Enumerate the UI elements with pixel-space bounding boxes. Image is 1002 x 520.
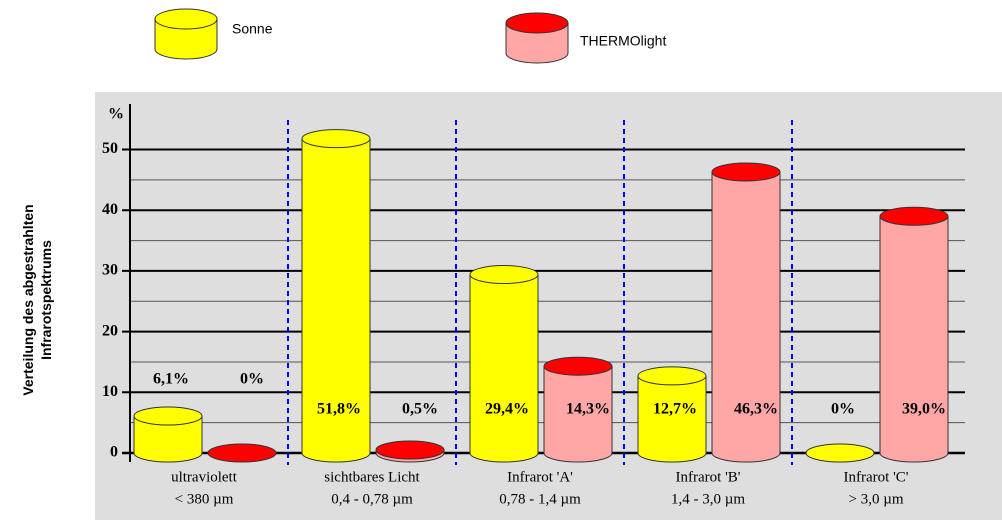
legend-top bbox=[154, 8, 218, 30]
value-label: 0% bbox=[831, 401, 855, 418]
y-tick-label: 10 bbox=[102, 383, 118, 400]
y-axis-title: Verteilung des abgestrahlten Infrarotspek… bbox=[20, 204, 54, 395]
bar bbox=[711, 162, 781, 463]
cylinder-outline bbox=[133, 415, 203, 463]
cylinder-top bbox=[637, 366, 707, 386]
value-label: 46,3% bbox=[734, 401, 778, 418]
x-tick-label: 0,78 - 1,4 µm bbox=[499, 491, 581, 507]
legend-label: THERMOlight bbox=[580, 33, 666, 49]
cylinder-outline bbox=[469, 274, 539, 463]
bar bbox=[133, 406, 203, 463]
cylinder-top bbox=[207, 443, 277, 463]
y-tick-label: 30 bbox=[102, 262, 118, 279]
x-tick-label: 0,4 - 0,78 µm bbox=[331, 491, 413, 507]
x-tick-label: Infrarot 'C' bbox=[844, 469, 909, 485]
cylinder-outline bbox=[879, 216, 949, 463]
y-tick-label: 50 bbox=[102, 140, 118, 157]
x-tick-label: ultraviolett bbox=[171, 469, 238, 485]
cylinder-outline bbox=[543, 366, 613, 463]
y-tick-label: 40 bbox=[102, 201, 118, 218]
value-label: 6,1% bbox=[153, 371, 189, 388]
x-tick-label: < 380 µm bbox=[175, 491, 234, 507]
y-tick-label: 20 bbox=[102, 322, 118, 339]
x-tick-label: > 3,0 µm bbox=[848, 491, 903, 507]
cylinder-outline bbox=[637, 375, 707, 463]
y-axis-title-line: Infrarotspektrums bbox=[38, 240, 54, 360]
cylinder-top bbox=[543, 356, 613, 376]
bar bbox=[469, 265, 539, 463]
bar bbox=[375, 440, 445, 463]
bar bbox=[879, 206, 949, 463]
value-label: 14,3% bbox=[566, 401, 610, 418]
y-tick-label: 0 bbox=[110, 444, 118, 461]
cylinder-top bbox=[711, 162, 781, 182]
bar bbox=[637, 366, 707, 463]
legend-body bbox=[505, 23, 569, 64]
legend-top bbox=[505, 12, 569, 34]
cylinder-outline bbox=[711, 171, 781, 463]
cylinder-top bbox=[469, 265, 539, 285]
cylinder-outline bbox=[301, 138, 371, 463]
value-label: 0% bbox=[240, 371, 264, 388]
cylinder-top bbox=[375, 440, 445, 460]
value-label: 12,7% bbox=[653, 401, 697, 418]
cylinder-top bbox=[301, 129, 371, 149]
x-tick-label: Infrarot 'B' bbox=[676, 469, 741, 485]
value-label: 29,4% bbox=[485, 401, 529, 418]
value-label: 51,8% bbox=[317, 401, 361, 418]
x-tick-label: 1,4 - 3,0 µm bbox=[671, 491, 745, 507]
legend-swatch bbox=[154, 8, 218, 60]
value-label: 0,5% bbox=[402, 401, 438, 418]
bar bbox=[543, 356, 613, 463]
legend-label: Sonne bbox=[232, 21, 273, 37]
cylinder-top bbox=[133, 406, 203, 426]
bar bbox=[805, 443, 875, 463]
bar bbox=[301, 129, 371, 463]
x-tick-label: Infrarot 'A' bbox=[507, 469, 573, 485]
cylinder-top bbox=[879, 206, 949, 226]
bar bbox=[207, 443, 277, 463]
y-axis-title-line: Verteilung des abgestrahlten bbox=[20, 204, 36, 395]
legend-swatch bbox=[505, 12, 569, 64]
legend-body bbox=[154, 19, 218, 60]
y-unit: % bbox=[108, 106, 124, 123]
x-tick-label: sichtbares Licht bbox=[324, 469, 420, 485]
cylinder-top bbox=[805, 443, 875, 463]
value-label: 39,0% bbox=[902, 401, 946, 418]
